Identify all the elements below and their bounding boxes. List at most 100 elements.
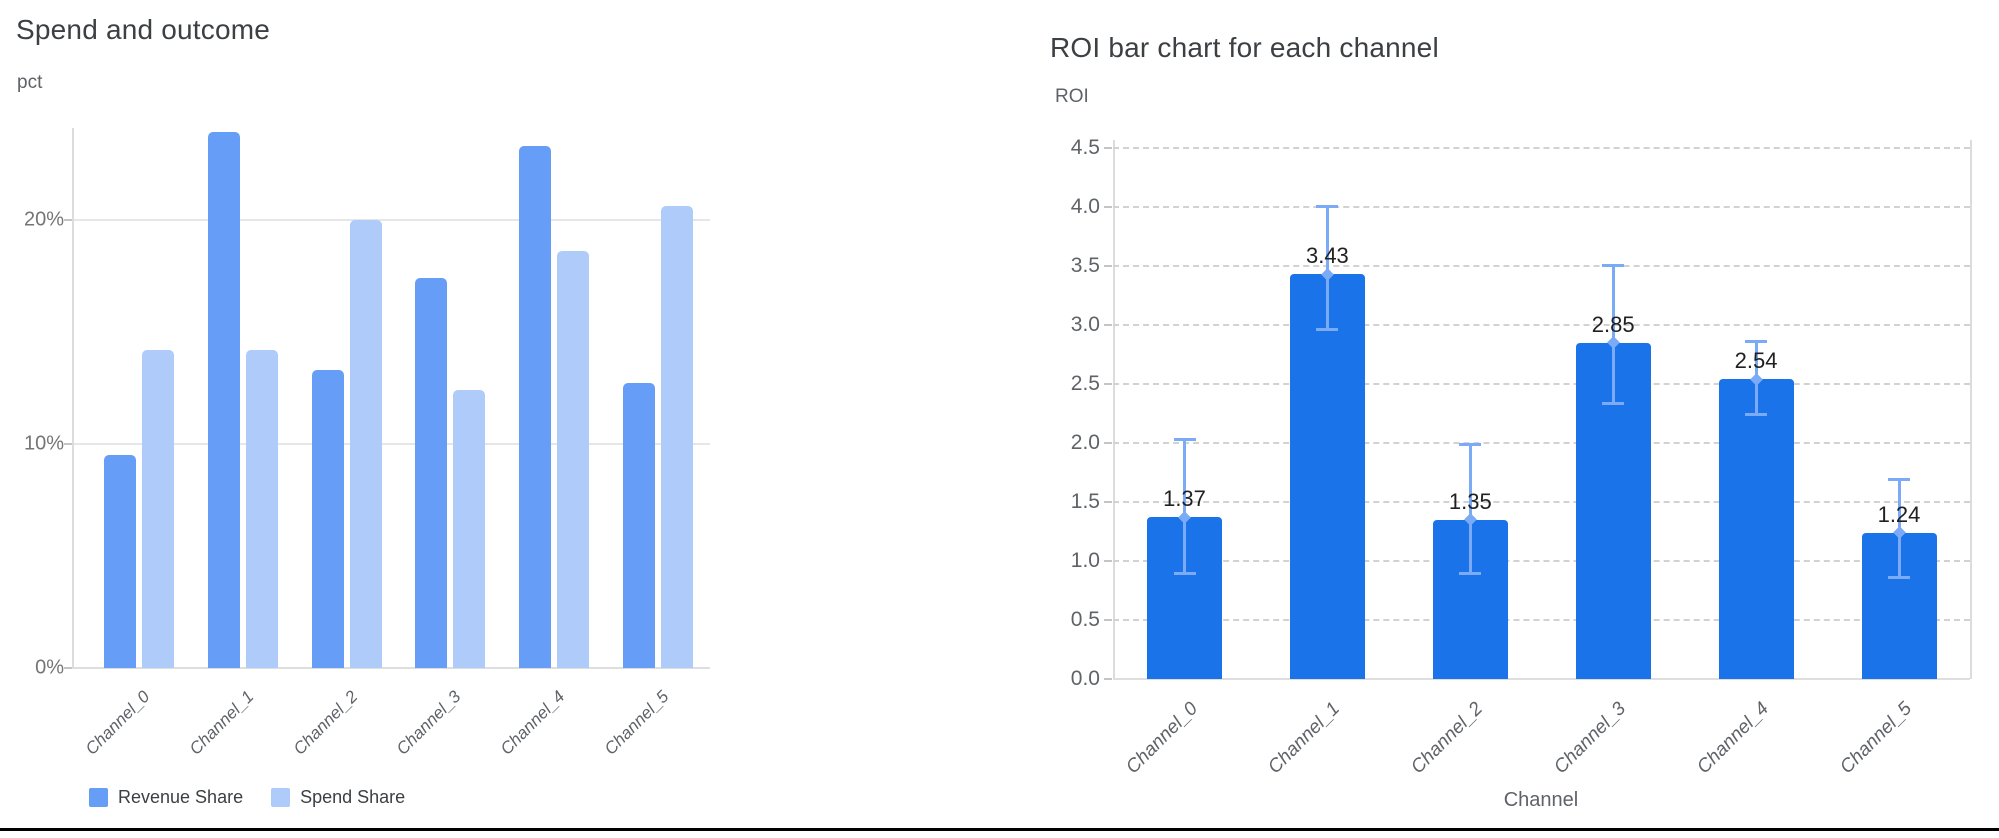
y-tick-label: 2.0 — [1070, 431, 1100, 454]
bar-revenue-share[interactable] — [519, 145, 552, 668]
x-tick-label: Channel_5 — [1836, 698, 1917, 779]
gridline-2.0 — [1113, 442, 1970, 444]
y-tick-label: 0% — [35, 656, 64, 679]
bar-spend-share[interactable] — [453, 390, 486, 668]
y-tick-label: 3.5 — [1070, 254, 1100, 277]
legend-item[interactable]: Revenue Share — [89, 787, 243, 808]
error-bar-cap-top — [1459, 443, 1482, 446]
y-tick-label: 1.0 — [1070, 549, 1100, 572]
right-xaxis-title: Channel — [1503, 789, 1579, 811]
left-yaxis-unit-label: pct — [17, 72, 43, 93]
bar-spend-share[interactable] — [661, 206, 693, 668]
y-tickmark — [1104, 678, 1112, 680]
bottom-divider — [0, 828, 1999, 831]
bar-value-label: 2.54 — [1734, 348, 1778, 374]
bar-value-label: 1.35 — [1448, 488, 1492, 514]
right-plot-left-border — [1113, 140, 1115, 679]
error-bar-cap-bottom — [1602, 402, 1625, 406]
y-tick-label: 20% — [23, 208, 64, 231]
y-tickmark — [1104, 265, 1112, 267]
gridline-0.5 — [1113, 619, 1970, 621]
error-bar-cap-bottom — [1173, 572, 1196, 576]
x-tick-label: Channel_2 — [1407, 698, 1488, 779]
bar-spend-share[interactable] — [557, 251, 590, 668]
error-bar-cap-top — [1602, 263, 1625, 267]
error-bar-cap-top — [1316, 204, 1339, 208]
bar-revenue-share[interactable] — [104, 455, 136, 668]
gridline-20% — [72, 218, 710, 221]
error-bar-cap-top — [1888, 478, 1910, 482]
right-plot-right-border — [1970, 140, 1972, 679]
error-bar-cap-bottom — [1888, 575, 1910, 579]
bar-spend-share[interactable] — [142, 349, 174, 668]
y-tickmark — [1104, 619, 1112, 621]
y-tickmark — [1104, 324, 1112, 326]
x-tick-label: Channel_0 — [1121, 698, 1202, 779]
gridline-4.0 — [1113, 206, 1970, 208]
y-tick-label: 10% — [23, 432, 64, 455]
legend-item[interactable]: Spend Share — [271, 787, 405, 808]
spend-outcome-chart: Spend and outcome pct 0% 10% 20% Channel_0 C… — [0, 0, 780, 838]
bar-spend-share[interactable] — [349, 219, 382, 668]
y-tickmark — [1104, 442, 1112, 444]
y-tickmark — [64, 442, 72, 445]
error-bar-cap-top — [1745, 340, 1768, 344]
gridline-1.0 — [1113, 560, 1970, 562]
gridline-3.5 — [1113, 265, 1970, 267]
gridline-4.5 — [1113, 147, 1970, 149]
left-chart-title: Spend and outcome — [16, 14, 271, 45]
y-tick-label: 0.0 — [1070, 667, 1100, 690]
y-tick-label: 2.5 — [1070, 372, 1100, 395]
right-chart-title: ROI bar chart for each channel — [1050, 32, 1439, 63]
bar-value-label: 3.43 — [1305, 243, 1349, 269]
error-bar-cap-top — [1173, 438, 1196, 442]
bar-value-label: 1.24 — [1877, 501, 1921, 527]
bar-spend-share[interactable] — [245, 349, 278, 668]
roi-bar[interactable] — [1718, 379, 1794, 679]
error-bar — [1325, 204, 1329, 331]
left-yaxis-line — [72, 128, 74, 668]
error-bar — [1611, 263, 1615, 406]
y-tickmark — [1104, 147, 1112, 149]
gridline-1.5 — [1113, 501, 1970, 503]
error-bar-cap-bottom — [1316, 327, 1339, 331]
legend-swatch — [271, 788, 291, 807]
left-legend: Revenue Share Spend Share — [89, 787, 405, 808]
roi-bar[interactable] — [1289, 274, 1365, 679]
y-tickmark — [1104, 206, 1112, 208]
y-tick-label: 3.0 — [1070, 313, 1100, 336]
y-tick-label: 1.5 — [1070, 490, 1100, 513]
gridline-2.5 — [1113, 383, 1970, 385]
y-tick-label: 0.5 — [1070, 608, 1100, 631]
right-yaxis-unit-label: ROI — [1055, 86, 1089, 107]
left-plot-area: 0% 10% 20% Channel_0 Channel_1 Channel_2 Chann… — [0, 0, 780, 780]
bar-revenue-share[interactable] — [207, 132, 240, 668]
y-tickmark — [64, 667, 72, 669]
error-bar-cap-bottom — [1459, 572, 1482, 576]
legend-swatch — [89, 788, 108, 807]
y-tickmark — [1104, 560, 1112, 562]
x-tick-label: Channel_4 — [1693, 698, 1774, 779]
bar-value-label: 2.85 — [1591, 311, 1635, 337]
error-bar — [1183, 438, 1186, 576]
roi-chart: ROI bar chart for each channel ROI 0.0 0.… — [1000, 0, 1999, 838]
bar-revenue-share[interactable] — [415, 278, 448, 668]
gridline-3.0 — [1113, 324, 1970, 326]
error-bar — [1468, 443, 1472, 576]
y-tick-label: 4.0 — [1070, 195, 1100, 218]
error-bar-cap-bottom — [1745, 412, 1768, 416]
y-tick-label: 4.5 — [1070, 136, 1100, 159]
gridline-0% — [72, 667, 710, 669]
bar-revenue-share[interactable] — [623, 383, 655, 668]
legend-label: Spend Share — [300, 787, 406, 807]
x-tick-label: Channel_3 — [1550, 698, 1631, 779]
legend-label: Revenue Share — [118, 787, 244, 807]
y-tickmark — [1104, 383, 1112, 385]
y-tickmark — [1104, 501, 1112, 503]
gridline-0.0 — [1113, 678, 1970, 680]
gridline-10% — [72, 442, 710, 445]
x-tick-label: Channel_1 — [1264, 698, 1345, 779]
bar-revenue-share[interactable] — [311, 369, 344, 668]
